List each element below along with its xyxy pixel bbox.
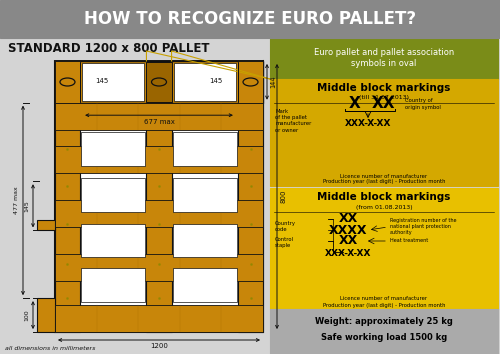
Text: XX: XX	[371, 97, 395, 112]
Bar	[55, 61, 80, 103]
Text: Safe working load 1500 kg: Safe working load 1500 kg	[321, 332, 447, 342]
Bar	[270, 38, 498, 79]
Text: STANDARD 1200 x 800 PALLET: STANDARD 1200 x 800 PALLET	[8, 42, 209, 56]
Text: XX: XX	[338, 234, 357, 247]
Text: Country of
origin symbol: Country of origin symbol	[405, 98, 441, 110]
Bar	[55, 254, 263, 281]
Text: Middle block markings: Middle block markings	[318, 192, 450, 202]
Text: 800: 800	[280, 190, 286, 203]
Text: Production year (last digit) - Production month: Production year (last digit) - Productio…	[323, 303, 446, 308]
Bar	[55, 103, 80, 332]
Bar	[55, 61, 263, 332]
Bar	[270, 309, 498, 354]
Bar	[172, 132, 237, 166]
Bar	[174, 63, 236, 101]
Bar	[0, 38, 262, 59]
Text: XX: XX	[338, 212, 357, 225]
Text: Euro pallet and pallet association
symbols in oval: Euro pallet and pallet association symbo…	[314, 48, 454, 68]
Text: Country
code: Country code	[275, 221, 296, 232]
Text: all dimensions in millimeters: all dimensions in millimeters	[5, 346, 96, 351]
Bar	[172, 178, 237, 212]
Text: HOW TO RECOGNIZE EURO PALLET?: HOW TO RECOGNIZE EURO PALLET?	[84, 10, 416, 28]
Bar	[146, 103, 172, 332]
Text: (from 01.08.2013): (from 01.08.2013)	[356, 205, 412, 210]
Bar	[37, 298, 55, 332]
Text: Weight: approximately 25 kg: Weight: approximately 25 kg	[315, 316, 453, 325]
Bar	[146, 62, 172, 102]
Bar	[270, 79, 498, 186]
Bar	[37, 220, 55, 230]
Bar	[172, 268, 237, 302]
Text: 145: 145	[24, 200, 29, 212]
Bar	[0, 0, 500, 38]
Bar	[238, 103, 263, 332]
Bar	[81, 268, 146, 302]
Text: XXXX: XXXX	[329, 223, 367, 236]
Bar	[270, 188, 498, 309]
Text: 100: 100	[24, 309, 29, 321]
Text: Licence number of manufacturer: Licence number of manufacturer	[340, 173, 428, 178]
Text: (till 31.07.2013): (till 31.07.2013)	[359, 96, 409, 101]
Text: 477 max: 477 max	[14, 187, 20, 214]
Bar	[81, 178, 146, 212]
Text: Mark
of the pallet
manufacturer
or owner: Mark of the pallet manufacturer or owner	[275, 109, 312, 133]
Bar	[55, 61, 263, 103]
Bar	[81, 132, 146, 166]
Text: Production year (last digit) - Production month: Production year (last digit) - Productio…	[323, 179, 446, 184]
Text: Licence number of manufacturer: Licence number of manufacturer	[340, 297, 428, 302]
Text: XXX-X-XX: XXX-X-XX	[345, 120, 391, 129]
Text: 145: 145	[95, 78, 108, 84]
Text: 144: 144	[270, 75, 276, 88]
Text: Middle block markings: Middle block markings	[318, 83, 450, 93]
Text: X: X	[349, 97, 361, 112]
Text: Registration number of the
national plant protection
authority: Registration number of the national plan…	[390, 218, 456, 235]
Bar	[55, 103, 263, 130]
Bar	[55, 200, 263, 227]
Text: 1200: 1200	[150, 343, 168, 349]
Bar	[81, 224, 146, 257]
Bar	[82, 63, 144, 101]
Bar	[172, 224, 237, 257]
Bar	[55, 305, 263, 332]
Bar	[238, 61, 263, 103]
Bar	[55, 146, 263, 173]
Text: Heat treatment: Heat treatment	[390, 239, 428, 244]
Text: Control
staple: Control staple	[275, 237, 294, 248]
Text: XXX-X-XX: XXX-X-XX	[325, 250, 371, 258]
Text: 677 max: 677 max	[144, 119, 174, 125]
Text: 145: 145	[210, 78, 223, 84]
